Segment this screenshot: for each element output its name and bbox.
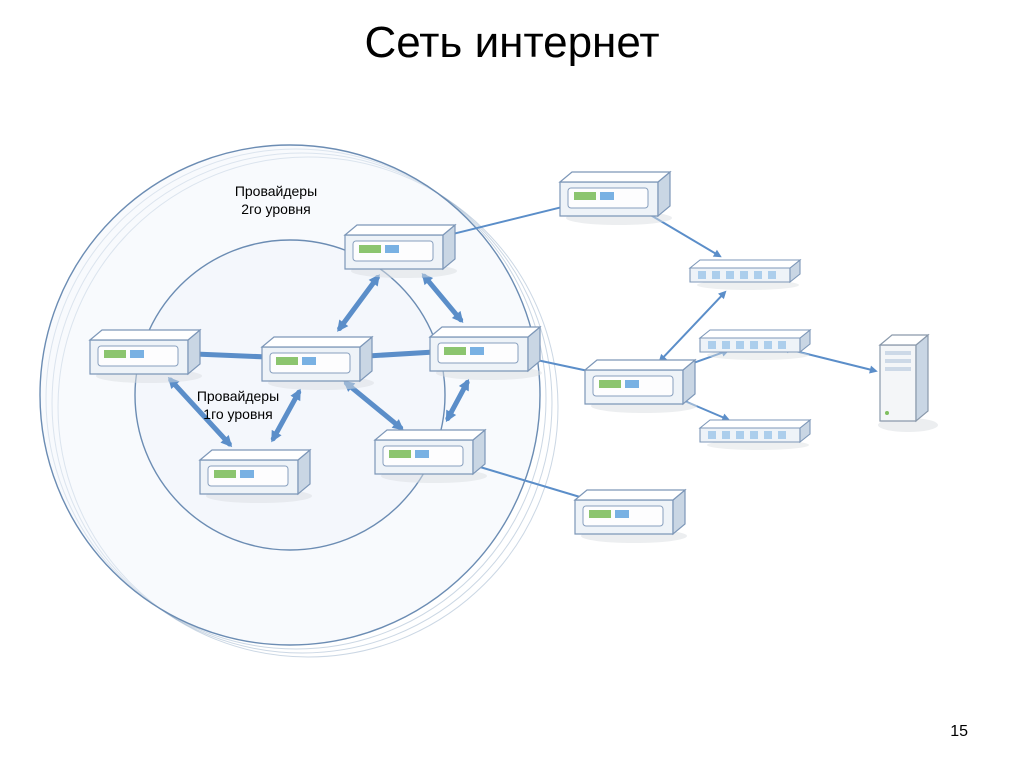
r-right-upper — [430, 327, 542, 380]
r-right-lower — [375, 430, 487, 483]
r-far-bot — [575, 490, 687, 543]
h3 — [700, 420, 810, 450]
page-number: 15 — [950, 723, 968, 741]
r-t2-top — [345, 225, 457, 278]
label-tier2: Провайдеры2го уровня — [221, 183, 331, 218]
network-diagram — [0, 0, 1024, 767]
h2 — [700, 330, 810, 360]
r-core-left — [90, 330, 202, 383]
r-far-mid — [585, 360, 697, 413]
r-far-top — [560, 172, 672, 225]
h1 — [690, 260, 800, 290]
r-core-bot — [200, 450, 312, 503]
r-core-mid — [262, 337, 374, 390]
label-tier1: Провайдеры1го уровня — [183, 388, 293, 423]
srv — [878, 335, 938, 432]
